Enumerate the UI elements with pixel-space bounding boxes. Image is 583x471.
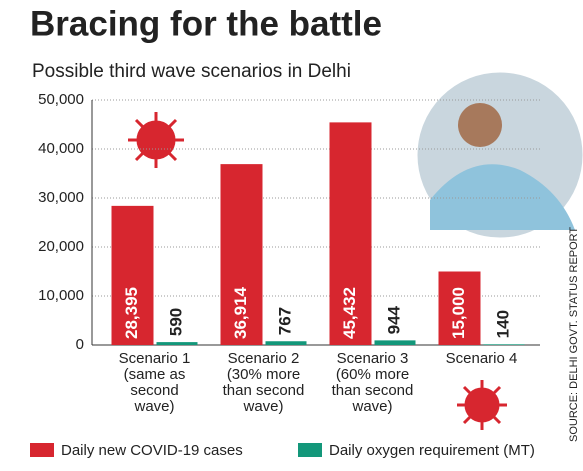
y-tick-label: 10,000 bbox=[38, 287, 84, 304]
y-tick-label: 40,000 bbox=[38, 140, 84, 157]
bar bbox=[484, 344, 525, 345]
x-tick-label: Scenario 3 (60% more than second wave) bbox=[317, 351, 429, 415]
value-label: 15,000 bbox=[449, 287, 468, 339]
legend-swatch bbox=[298, 443, 322, 457]
value-label: 767 bbox=[275, 307, 294, 335]
x-tick-label: Scenario 1 (same as second wave) bbox=[99, 351, 211, 415]
chart-subtitle: Possible third wave scenarios in Delhi bbox=[32, 61, 351, 82]
value-label: 28,395 bbox=[122, 287, 141, 339]
photo bbox=[416, 71, 583, 239]
source-note: SOURCE: DELHI GOVT. STATUS REPORT bbox=[568, 227, 580, 442]
bar bbox=[375, 340, 416, 345]
virus-icon bbox=[128, 112, 184, 168]
legend-swatch bbox=[30, 443, 54, 457]
x-tick-label: Scenario 4 bbox=[426, 351, 538, 367]
virus-icon bbox=[457, 380, 507, 430]
bar bbox=[266, 341, 307, 345]
value-label: 140 bbox=[493, 310, 512, 338]
y-tick-label: 20,000 bbox=[38, 238, 84, 255]
legend-label: Daily new COVID-19 cases bbox=[61, 442, 243, 459]
value-label: 45,432 bbox=[340, 287, 359, 339]
chart-title: Bracing for the battle bbox=[30, 4, 382, 43]
page: Bracing for the battle Possible third wa… bbox=[0, 0, 583, 471]
y-tick-label: 30,000 bbox=[38, 189, 84, 206]
legend-label: Daily oxygen requirement (MT) bbox=[329, 442, 535, 459]
x-tick-label: Scenario 2 (30% more than second wave) bbox=[208, 351, 320, 415]
y-tick-label: 0 bbox=[76, 336, 84, 353]
y-tick-label: 50,000 bbox=[38, 91, 84, 108]
value-label: 590 bbox=[166, 308, 185, 336]
bar bbox=[157, 342, 198, 345]
value-label: 944 bbox=[384, 305, 403, 334]
value-label: 36,914 bbox=[231, 286, 250, 339]
